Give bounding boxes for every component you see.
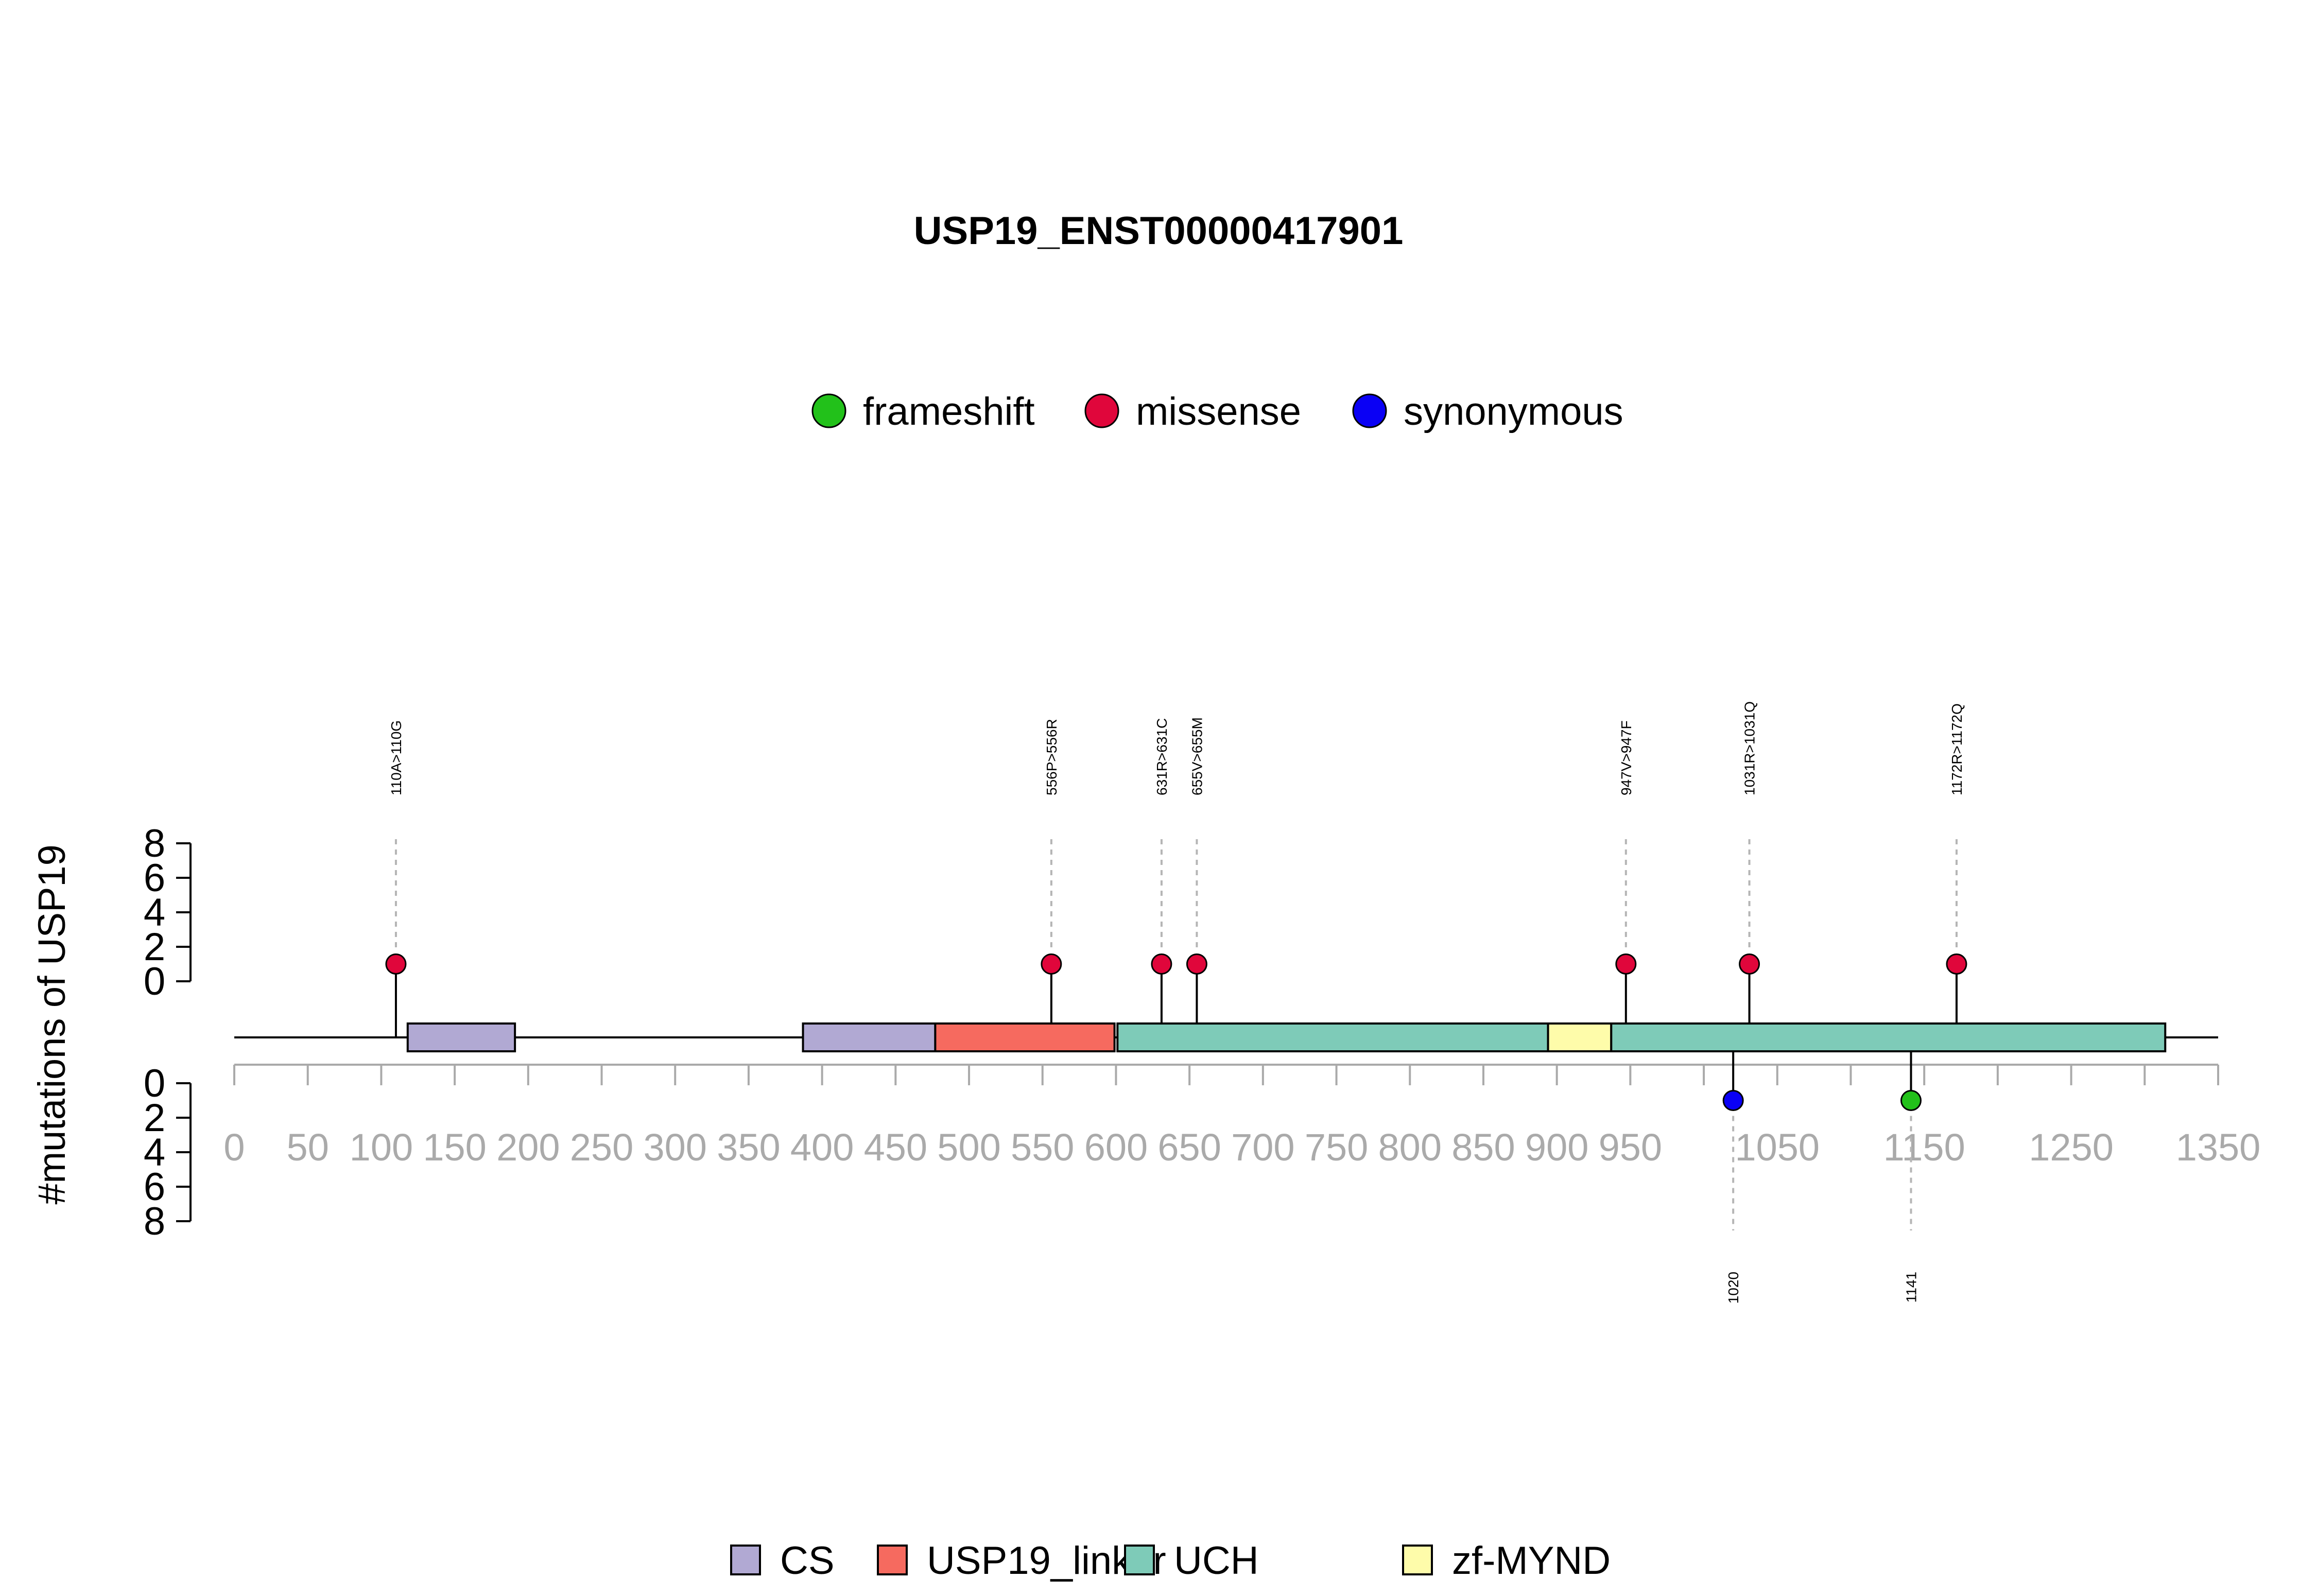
x-tick-label: 1250: [2029, 1126, 2114, 1169]
protein-domains: [406, 1022, 2167, 1052]
x-tick-label: 0: [223, 1126, 245, 1169]
mutation-legend: frameshift missense synonymous: [811, 390, 1623, 433]
x-tick-label: 850: [1451, 1126, 1515, 1169]
x-tick-label: 1350: [2176, 1126, 2261, 1169]
legend-label-zf-mynd: zf-MYND: [1452, 1539, 1611, 1583]
legend-swatch-frameshift: [811, 393, 846, 428]
x-tick-label: 400: [790, 1126, 854, 1169]
y_upper-tick-label: 0: [144, 960, 165, 1003]
legend-label-frameshift: frameshift: [863, 390, 1035, 433]
legend-label-cs: CS: [780, 1539, 835, 1583]
y_lower-tick-label: 0: [144, 1062, 165, 1105]
domain-zf-mynd: [1547, 1022, 1613, 1052]
mutation-point-missense: [1186, 953, 1207, 975]
mutation-lollipops: 110A>110G 556P>556R 631R>631C 655V>655M 947V…: [385, 701, 1967, 1304]
legend-swatch-usp19_linker: [877, 1545, 908, 1575]
x-tick-label: 1050: [1735, 1126, 1820, 1169]
x-tick-label: 300: [643, 1126, 706, 1169]
domain-uch: [1610, 1022, 2167, 1052]
mutation-point-synonymous: [1722, 1090, 1744, 1111]
mutation-point-missense: [1041, 953, 1062, 975]
x-tick-label: 100: [350, 1126, 413, 1169]
y_upper-tick-label: 8: [144, 822, 165, 865]
x-tick-label: 350: [717, 1126, 780, 1169]
mutation-label: 1141: [1903, 1272, 1919, 1303]
mutation-point-missense: [1615, 953, 1637, 975]
legend-label-uch: UCH: [1174, 1539, 1259, 1583]
x-tick-label: 600: [1084, 1126, 1148, 1169]
x-tick-label: 50: [287, 1126, 329, 1169]
y_upper-tick-label: 2: [144, 925, 165, 969]
x-tick-label: 900: [1525, 1126, 1588, 1169]
mutation-point-missense: [1739, 953, 1760, 975]
x-tick-label: 550: [1011, 1126, 1074, 1169]
domain-cs: [802, 1022, 937, 1052]
y_upper-tick-label: 6: [144, 856, 165, 900]
x-tick-label: 450: [864, 1126, 927, 1169]
mutation-point-missense: [1946, 953, 1967, 975]
legend-swatch-cs: [730, 1545, 761, 1575]
y_upper-tick-label: 4: [144, 891, 165, 934]
legend-swatch-uch: [1124, 1545, 1155, 1575]
mutation-point-frameshift: [1900, 1090, 1922, 1111]
x-tick-label: 800: [1378, 1126, 1442, 1169]
mutation-label: 556P>556R: [1044, 719, 1060, 795]
x-tick-label: 700: [1231, 1126, 1294, 1169]
x-tick-label: 650: [1157, 1126, 1221, 1169]
mutation-label: 1172R>1172Q: [1949, 703, 1965, 795]
legend-label-missense: missense: [1136, 390, 1301, 433]
y_lower-tick-label: 2: [144, 1096, 165, 1140]
y-axis-label: #mutations of USP19: [30, 844, 73, 1204]
y_lower-tick-label: 6: [144, 1165, 165, 1209]
mutation-point-missense: [385, 953, 407, 975]
mutation-point-missense: [1151, 953, 1172, 975]
mutation-label: 110A>110G: [388, 720, 404, 795]
x-tick-label: 1150: [1883, 1126, 1965, 1169]
mutation-label: 655V>655M: [1189, 717, 1205, 795]
x-tick-label: 200: [496, 1126, 560, 1169]
x-tick-label: 950: [1599, 1126, 1662, 1169]
legend-swatch-synonymous: [1352, 393, 1387, 428]
x-tick-label: 500: [937, 1126, 1000, 1169]
domain-legend: CS USP19_linker UCH zf-MYND: [730, 1539, 1611, 1583]
x-tick-label: 250: [570, 1126, 633, 1169]
y_lower-tick-label: 8: [144, 1200, 165, 1243]
mutation-label: 1020: [1725, 1272, 1741, 1304]
x-tick-label: 750: [1305, 1126, 1368, 1169]
domain-uch: [1116, 1022, 1549, 1052]
x-tick-label: 150: [423, 1126, 486, 1169]
mutation-label: 947V>947F: [1618, 720, 1634, 795]
mutation-label: 1031R>1031Q: [1742, 701, 1758, 795]
chart-title: USP19_ENST00000417901: [914, 209, 1404, 253]
mutation-label: 631R>631C: [1154, 718, 1170, 795]
legend-swatch-missense: [1084, 393, 1119, 428]
legend-swatch-zf-mynd: [1402, 1545, 1433, 1575]
y_lower-tick-label: 4: [144, 1131, 165, 1174]
domain-usp19_linker: [934, 1022, 1116, 1052]
x-axis: 0 50 100 150 200 250 300 350 400 450 500 550 600 650 7…: [223, 1064, 2261, 1169]
legend-label-synonymous: synonymous: [1404, 390, 1623, 433]
domain-cs: [406, 1022, 516, 1052]
